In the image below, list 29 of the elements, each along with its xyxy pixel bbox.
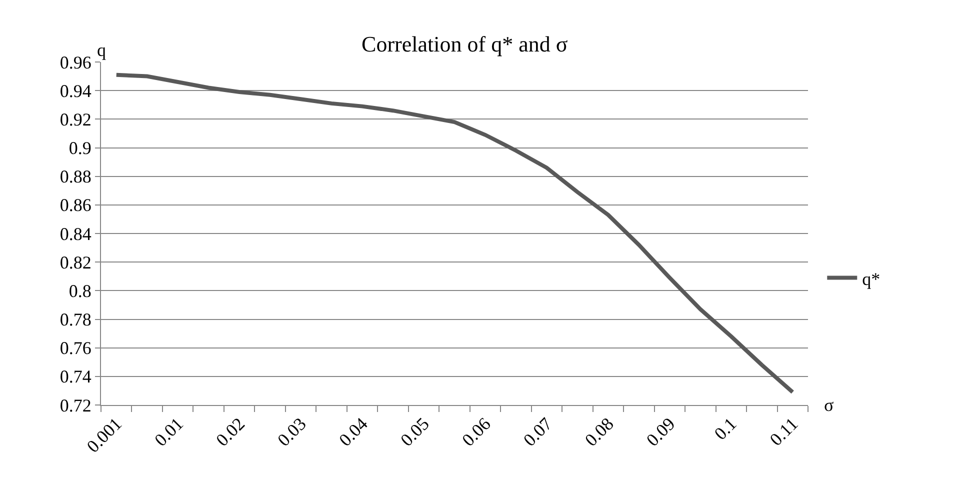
y-tick-label: 0.94 [60,80,92,101]
y-tick-label: 0.76 [60,338,92,358]
y-tick-label: 0.72 [60,395,92,416]
x-tick-label: 0.09 [642,414,679,450]
x-tick-label: 0.02 [212,414,249,450]
y-tick-label: 0.96 [60,52,92,72]
x-tick-label: 0.07 [519,414,556,450]
legend-label: q* [862,268,880,289]
x-tick-label: 0.05 [396,414,433,450]
y-tick-label: 0.82 [60,252,92,272]
y-axis-title: q [97,40,106,60]
y-tick-label: 0.88 [60,166,92,187]
x-tick-label: 0.04 [335,414,372,450]
y-tick-label: 0.86 [60,195,92,216]
x-tick-label: 0.08 [580,414,618,450]
x-tick-label: 0.03 [274,414,310,450]
y-tick-label: 0.8 [68,280,92,301]
y-tick-label: 0.74 [60,366,92,387]
x-tick-label: 0.06 [458,414,494,450]
y-tick-label: 0.84 [60,224,92,244]
y-tick-label: 0.92 [60,109,92,130]
chart-title: Correlation of q* and σ [362,32,568,57]
x-tick-label: 0.01 [150,414,188,450]
y-tick-label: 0.78 [60,310,92,330]
x-axis-title: σ [824,395,834,415]
x-tick-label: 0.1 [710,414,740,444]
line-series [114,72,795,394]
y-tick-label: 0.9 [68,138,92,158]
x-tick-label: 0.11 [766,414,802,450]
